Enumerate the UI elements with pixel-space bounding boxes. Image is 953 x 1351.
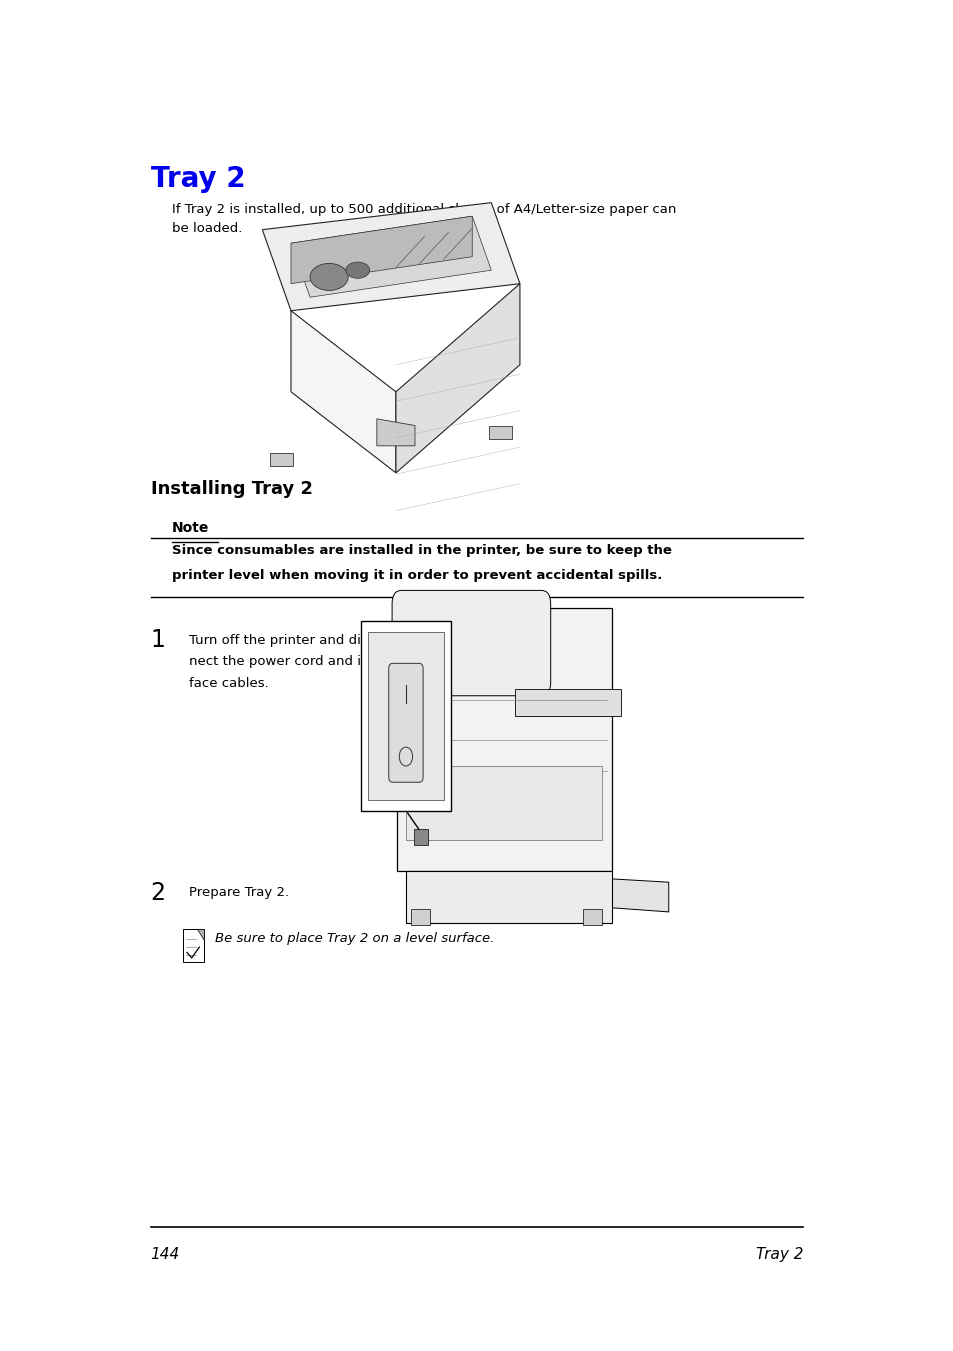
Text: 2: 2 xyxy=(151,881,166,905)
Bar xyxy=(515,689,620,716)
Polygon shape xyxy=(376,419,415,446)
Text: Tray 2: Tray 2 xyxy=(755,1247,802,1262)
Polygon shape xyxy=(262,203,519,311)
Text: Turn off the printer and discon-: Turn off the printer and discon- xyxy=(189,634,396,647)
Ellipse shape xyxy=(310,263,348,290)
Text: printer level when moving it in order to prevent accidental spills.: printer level when moving it in order to… xyxy=(172,569,661,582)
Text: Prepare Tray 2.: Prepare Tray 2. xyxy=(189,886,289,900)
Polygon shape xyxy=(196,929,204,940)
Text: Since consumables are installed in the printer, be sure to keep the: Since consumables are installed in the p… xyxy=(172,544,671,558)
Bar xyxy=(582,909,601,925)
Bar xyxy=(414,830,428,846)
Polygon shape xyxy=(489,426,512,439)
Text: nect the power cord and inter-: nect the power cord and inter- xyxy=(189,655,392,669)
Text: Installing Tray 2: Installing Tray 2 xyxy=(151,480,313,497)
Polygon shape xyxy=(291,311,395,473)
Polygon shape xyxy=(270,453,293,466)
Bar xyxy=(360,621,451,811)
Text: be loaded.: be loaded. xyxy=(172,222,242,235)
Text: face cables.: face cables. xyxy=(189,677,269,690)
Text: Tray 2: Tray 2 xyxy=(151,165,245,193)
FancyBboxPatch shape xyxy=(183,929,204,962)
Bar xyxy=(406,871,611,923)
Bar xyxy=(396,608,611,871)
Ellipse shape xyxy=(345,262,369,278)
Bar xyxy=(411,909,430,925)
FancyBboxPatch shape xyxy=(392,590,550,696)
Text: 1: 1 xyxy=(151,628,166,653)
Text: 144: 144 xyxy=(151,1247,180,1262)
Text: Note: Note xyxy=(172,521,209,535)
Polygon shape xyxy=(291,216,472,284)
Bar xyxy=(406,766,601,840)
Polygon shape xyxy=(395,284,519,473)
Bar xyxy=(368,632,443,800)
FancyBboxPatch shape xyxy=(389,663,422,782)
Text: Be sure to place Tray 2 on a level surface.: Be sure to place Tray 2 on a level surfa… xyxy=(214,932,494,946)
Text: If Tray 2 is installed, up to 500 additional sheets of A4/Letter-size paper can: If Tray 2 is installed, up to 500 additi… xyxy=(172,203,676,216)
Polygon shape xyxy=(482,871,668,912)
Polygon shape xyxy=(291,216,491,297)
